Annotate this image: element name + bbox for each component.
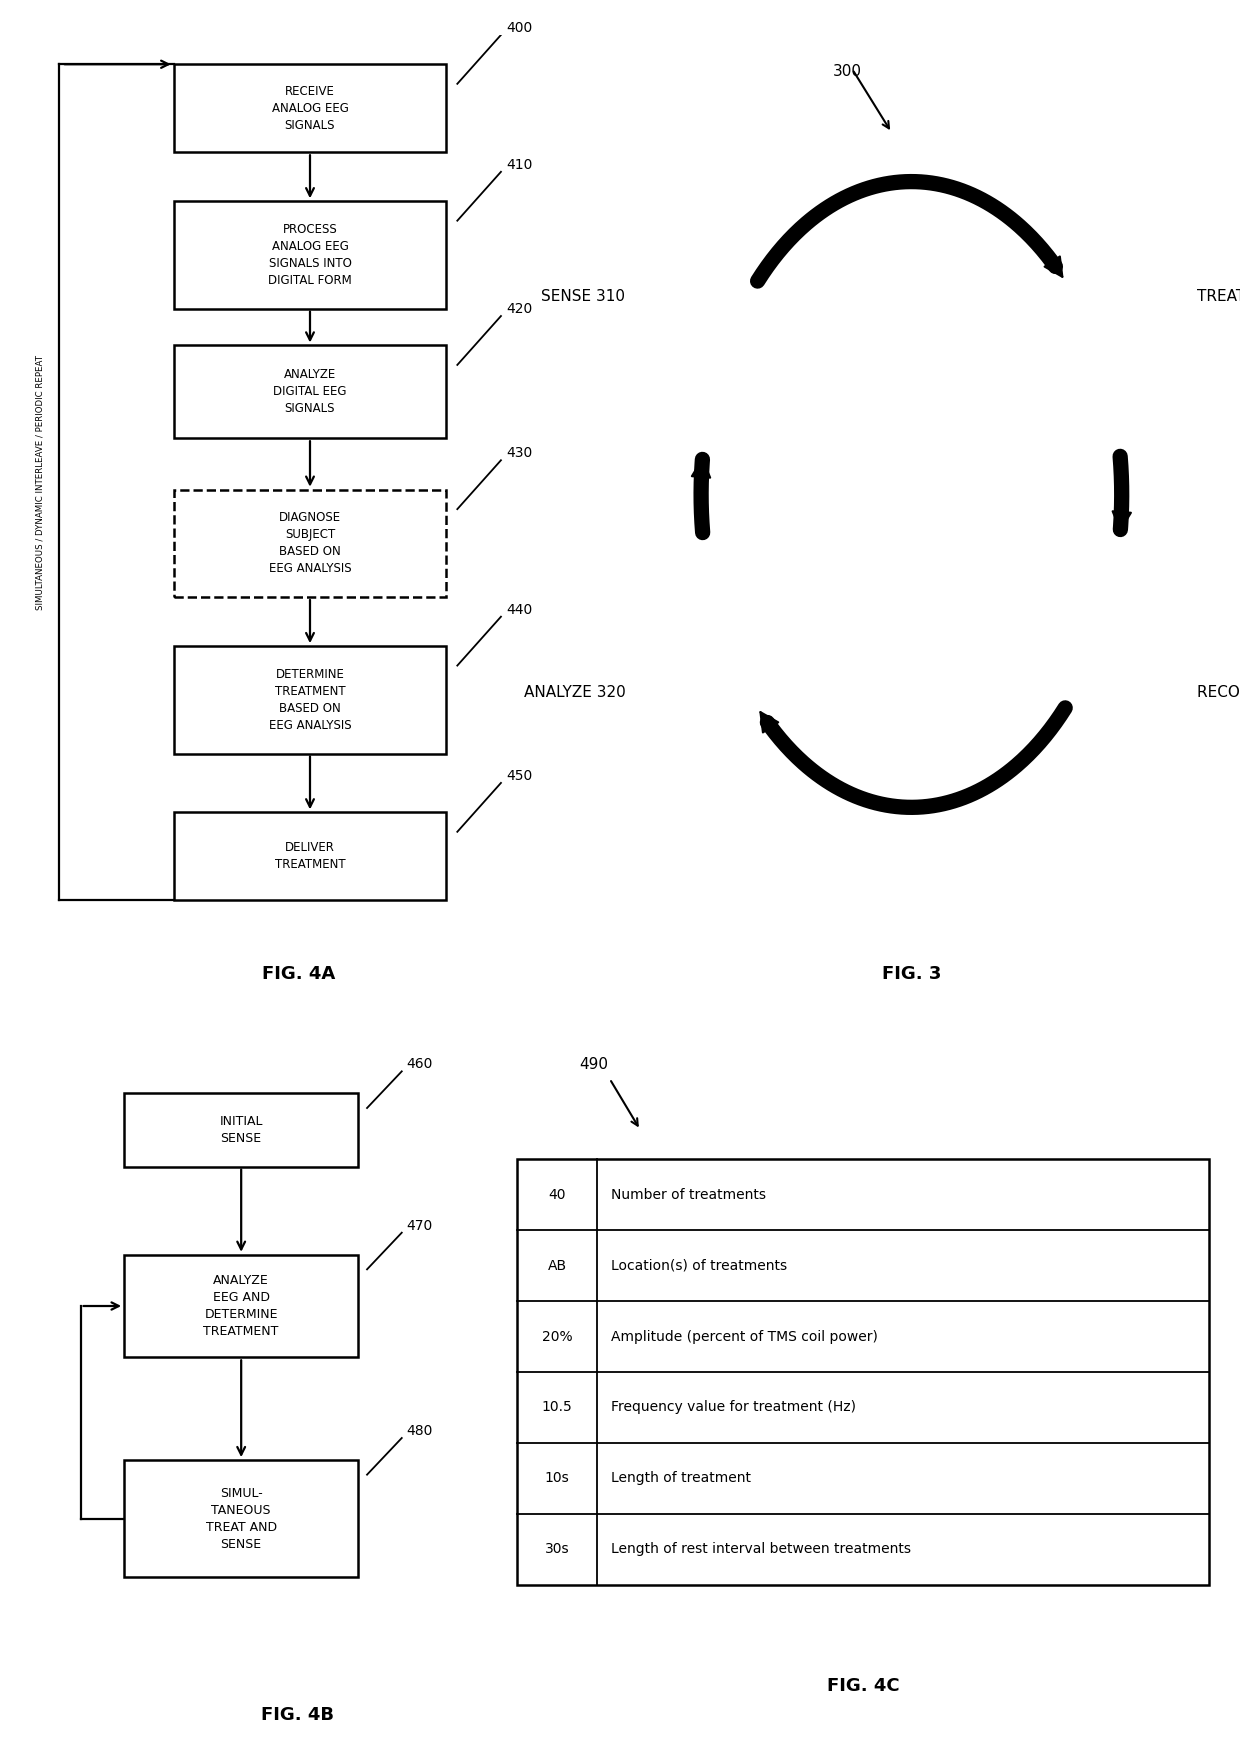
- Text: 460: 460: [405, 1058, 433, 1072]
- Text: FIG. 4A: FIG. 4A: [263, 966, 336, 983]
- Text: FIG. 4C: FIG. 4C: [827, 1676, 899, 1695]
- Text: DIAGNOSE
SUBJECT
BASED ON
EEG ANALYSIS: DIAGNOSE SUBJECT BASED ON EEG ANALYSIS: [269, 512, 351, 576]
- Text: PROCESS
ANALOG EEG
SIGNALS INTO
DIGITAL FORM: PROCESS ANALOG EEG SIGNALS INTO DIGITAL …: [268, 223, 352, 286]
- Text: AB: AB: [548, 1259, 567, 1273]
- Text: Location(s) of treatments: Location(s) of treatments: [611, 1259, 787, 1273]
- Text: 490: 490: [579, 1056, 608, 1072]
- Bar: [124, 1093, 358, 1166]
- Text: ANALYZE
DIGITAL EEG
SIGNALS: ANALYZE DIGITAL EEG SIGNALS: [273, 368, 347, 416]
- Text: 430: 430: [506, 447, 533, 461]
- Text: Amplitude (percent of TMS coil power): Amplitude (percent of TMS coil power): [611, 1329, 878, 1344]
- Bar: [517, 1159, 1209, 1585]
- Text: SIMULTANEOUS / DYNAMIC INTERLEAVE / PERIODIC REPEAT: SIMULTANEOUS / DYNAMIC INTERLEAVE / PERI…: [36, 354, 45, 609]
- Text: Number of treatments: Number of treatments: [611, 1187, 766, 1201]
- Text: DETERMINE
TREATMENT
BASED ON
EEG ANALYSIS: DETERMINE TREATMENT BASED ON EEG ANALYSI…: [269, 667, 351, 732]
- Text: ANALYZE 320: ANALYZE 320: [523, 686, 625, 700]
- Text: 470: 470: [405, 1219, 433, 1233]
- Bar: [174, 646, 446, 754]
- Text: 440: 440: [506, 602, 533, 616]
- Text: INITIAL
SENSE: INITIAL SENSE: [219, 1116, 263, 1145]
- Text: 410: 410: [506, 157, 533, 171]
- Text: Frequency value for treatment (Hz): Frequency value for treatment (Hz): [611, 1400, 856, 1414]
- Text: 450: 450: [506, 768, 533, 782]
- Bar: [174, 201, 446, 309]
- Text: SENSE 310: SENSE 310: [542, 288, 625, 304]
- Bar: [174, 812, 446, 901]
- Text: TREAT 340: TREAT 340: [1198, 288, 1240, 304]
- Text: 420: 420: [506, 302, 533, 316]
- Text: 300: 300: [832, 65, 862, 79]
- Bar: [174, 489, 446, 597]
- Text: Length of rest interval between treatments: Length of rest interval between treatmen…: [611, 1542, 910, 1556]
- Text: 480: 480: [405, 1425, 433, 1439]
- Bar: [124, 1255, 358, 1357]
- Text: SIMUL-
TANEOUS
TREAT AND
SENSE: SIMUL- TANEOUS TREAT AND SENSE: [206, 1486, 277, 1550]
- Bar: [174, 65, 446, 152]
- Text: RECEIVE
ANALOG EEG
SIGNALS: RECEIVE ANALOG EEG SIGNALS: [272, 86, 348, 131]
- Text: DELIVER
TREATMENT: DELIVER TREATMENT: [275, 842, 345, 871]
- Text: FIG. 3: FIG. 3: [882, 966, 941, 983]
- Text: RECOMMEND 330: RECOMMEND 330: [1198, 686, 1240, 700]
- Text: Length of treatment: Length of treatment: [611, 1472, 750, 1486]
- Text: 30s: 30s: [544, 1542, 569, 1556]
- Text: ANALYZE
EEG AND
DETERMINE
TREATMENT: ANALYZE EEG AND DETERMINE TREATMENT: [203, 1275, 279, 1337]
- Text: 20%: 20%: [542, 1329, 573, 1344]
- Text: 10s: 10s: [544, 1472, 569, 1486]
- Bar: [174, 346, 446, 438]
- Text: FIG. 4B: FIG. 4B: [262, 1706, 334, 1723]
- Text: 10.5: 10.5: [542, 1400, 573, 1414]
- Text: 40: 40: [548, 1187, 565, 1201]
- Bar: [124, 1460, 358, 1577]
- Text: 400: 400: [506, 21, 533, 35]
